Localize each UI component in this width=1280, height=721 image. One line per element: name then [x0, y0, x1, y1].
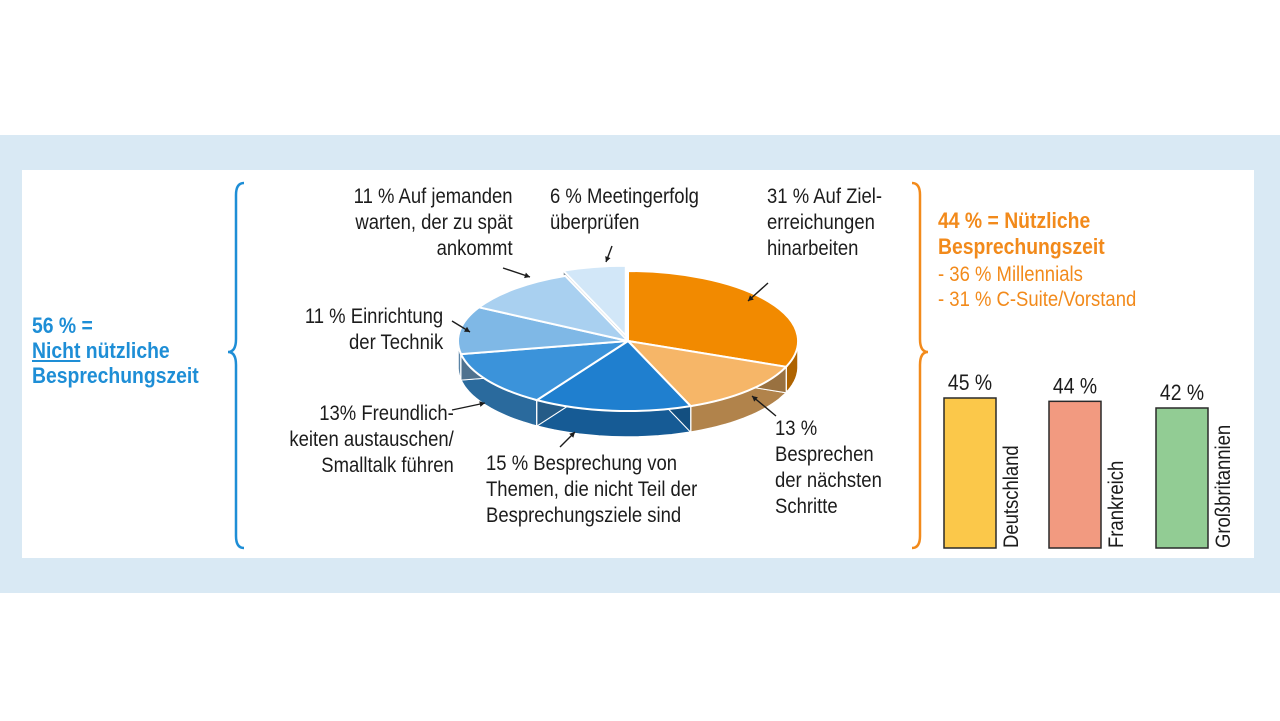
bar-2: [1155, 407, 1209, 549]
label-next-line1: 13 %: [775, 417, 818, 440]
label-waiting-line2: warten, der zu spät: [355, 211, 513, 234]
bar-1: [1048, 400, 1102, 549]
bar-value-label-0: 45 %: [948, 371, 992, 395]
label-goal-line2: erreichungen: [767, 211, 875, 234]
pie-slice-6: [561, 264, 627, 339]
label-offtopic-line2: Themen, die nicht Teil der: [486, 478, 698, 501]
label-waiting: 11 % Auf jemanden warten, der zu spät an…: [354, 184, 513, 262]
label-tech-line1: 11 % Einrichtung: [304, 305, 443, 328]
left-summary-line2: Nicht nützliche: [32, 338, 199, 363]
leader-arrow-1: [752, 396, 758, 402]
label-smalltalk: 13% Freundlich- keiten austauschen/ Smal…: [290, 401, 454, 479]
label-next-line4: Schritte: [775, 495, 838, 518]
leader-lines: [451, 245, 777, 448]
label-waiting-line3: ankommt: [437, 237, 513, 260]
right-brace: [911, 181, 929, 550]
label-technology: 11 % Einrichtung der Technik: [305, 304, 443, 356]
bar-value-label-1: 44 %: [1053, 374, 1097, 398]
label-next-steps: 13 % Besprechen der nächsten Schritte: [775, 416, 882, 520]
label-next-line2: Besprechen: [775, 443, 874, 466]
pie-slice-1: [625, 339, 789, 408]
label-success-review: 6 % Meetingerfolg überprüfen: [550, 184, 699, 236]
label-waiting-line1: 11 % Auf jemanden: [354, 185, 513, 208]
pie-slice-3: [459, 340, 629, 402]
label-tech-line2: der Technik: [348, 331, 443, 354]
label-next-line3: der nächsten: [775, 469, 882, 492]
label-goal-line1: 31 % Auf Ziel-: [767, 185, 883, 208]
leader-arrow-5: [524, 272, 530, 279]
left-summary-line3: Besprechungszeit: [32, 363, 199, 388]
pie-slice-2: [534, 339, 693, 413]
left-summary-nicht: Nicht: [32, 338, 81, 363]
leader-arrow-3: [479, 401, 485, 407]
bar-chart: 45 % Deutschland 44 % Frankreich 42 % Großbri…: [943, 371, 1235, 549]
label-success-line1: 6 % Meetingerfolg: [550, 185, 699, 208]
label-offtopic-line1: 15 % Besprechung von: [486, 452, 678, 475]
pie-slice-4: [457, 306, 629, 356]
leader-arrow-6: [605, 256, 611, 262]
pie-chart: [457, 264, 800, 438]
pie-slice-5: [476, 274, 632, 343]
right-summary: 44 % = Nützliche Besprechungszeit - 36 %…: [938, 208, 1136, 312]
bar-0: [943, 397, 997, 549]
label-offtopic-line3: Besprechungsziele sind: [486, 504, 682, 527]
label-goal-reaching: 31 % Auf Ziel- erreichungen hinarbeiten: [767, 184, 882, 262]
label-success-line2: überprüfen: [550, 211, 640, 234]
label-goal-line3: hinarbeiten: [767, 237, 859, 260]
label-smalltalk-line1: 13% Freundlich-: [319, 402, 454, 425]
bar-category-label-0: Deutschland: [1000, 445, 1023, 548]
left-summary: 56 % = Nicht nützliche Besprechungszeit: [32, 313, 199, 388]
right-summary-line1: 44 % = Nützliche: [938, 208, 1091, 233]
bar-value-label-2: 42 %: [1160, 381, 1204, 405]
left-summary-line1: 56 % =: [32, 313, 93, 338]
leader-arrow-2: [569, 432, 575, 438]
left-summary-line2-rest: nützliche: [80, 338, 170, 363]
right-summary-sub2: - 31 % C-Suite/Vorstand: [938, 288, 1137, 311]
leader-arrow-4: [464, 326, 470, 332]
left-brace: [227, 181, 245, 550]
bar-category-label-1: Frankreich: [1105, 461, 1128, 548]
label-smalltalk-line2: keiten austauschen/: [289, 428, 454, 451]
right-summary-sub1: - 36 % Millennials: [938, 263, 1083, 286]
right-summary-line2: Besprechungszeit: [938, 234, 1105, 259]
bar-category-label-2: Großbritannien: [1212, 425, 1235, 548]
leader-line-3: [451, 402, 486, 411]
label-smalltalk-line3: Smalltalk führen: [321, 454, 454, 477]
leader-arrow-0: [748, 295, 754, 301]
label-off-topic: 15 % Besprechung von Themen, die nicht T…: [486, 451, 697, 529]
